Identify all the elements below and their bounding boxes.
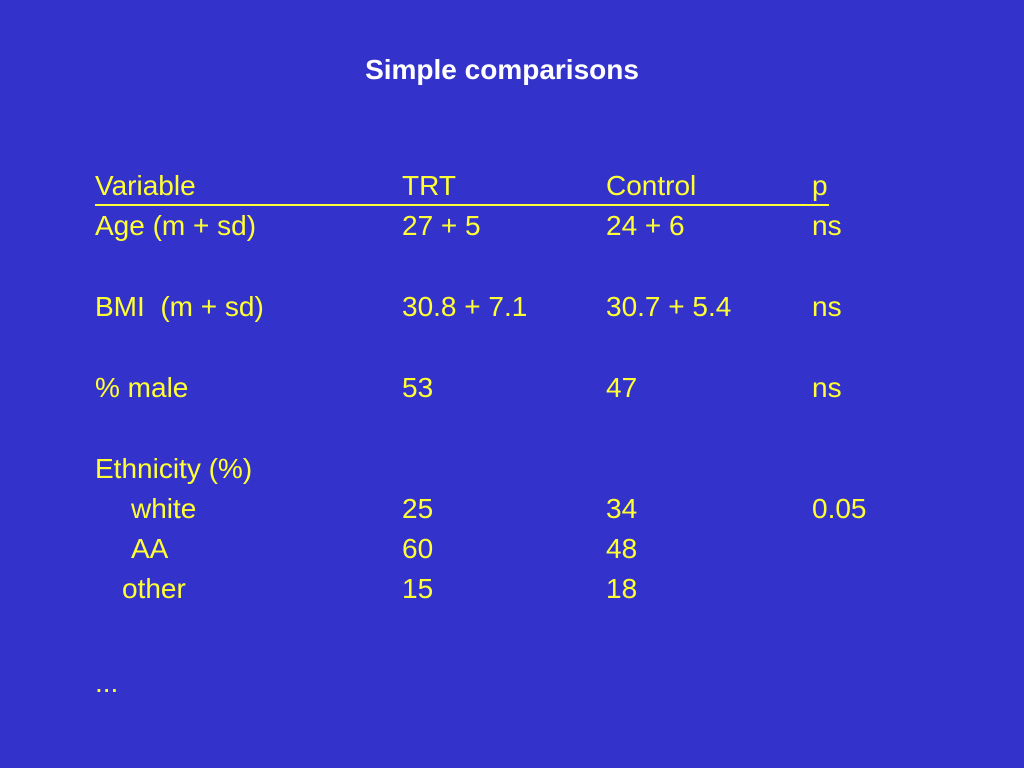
row-variable: Age (m + sd) [95,210,257,241]
row-variable: % male [95,372,189,403]
row-trt: 60 [402,533,434,564]
header-control: Control [606,170,697,201]
table-row-ethnicity: Ethnicity (%) [95,449,895,489]
row-trt: 25 [402,493,434,524]
row-trt: 53 [402,372,434,403]
row-control: 47 [606,372,638,403]
row-control: 18 [606,573,638,604]
row-trt: 15 [402,573,434,604]
row-variable: other [122,573,186,604]
row-control: 30.7 + 5.4 [606,291,732,322]
row-variable: white [131,493,197,524]
row-p: 0.05 [812,493,867,524]
header-variable: Variable [95,170,196,201]
header-p: p [812,170,828,201]
row-control: 48 [606,533,638,564]
row-variable: Ethnicity (%) [95,453,253,484]
table-row-white: white 25 34 0.05 [95,489,895,529]
table-row-aa: AA 60 48 [95,529,895,569]
table-row-bmi: BMI (m + sd) 30.8 + 7.1 30.7 + 5.4 ns [95,287,895,327]
row-variable: BMI (m + sd) [95,291,264,322]
header-trt: TRT [402,170,456,201]
comparison-table: Variable TRT Control p Age (m + sd) 27 +… [95,166,895,609]
row-p: ns [812,210,842,241]
row-trt: 30.8 + 7.1 [402,291,528,322]
table-row-age: Age (m + sd) 27 + 5 24 + 6 ns [95,206,895,246]
row-control: 34 [606,493,638,524]
row-variable: AA [131,533,169,564]
table-row-other: other 15 18 [95,569,895,609]
row-p: ns [812,291,842,322]
table-header-row: Variable TRT Control p [95,166,829,206]
row-p: ns [812,372,842,403]
row-control: 24 + 6 [606,210,685,241]
slide-title: Simple comparisons [365,54,639,85]
continuation-ellipsis: ... [95,667,119,698]
table-row-male: % male 53 47 ns [95,368,895,408]
row-trt: 27 + 5 [402,210,481,241]
